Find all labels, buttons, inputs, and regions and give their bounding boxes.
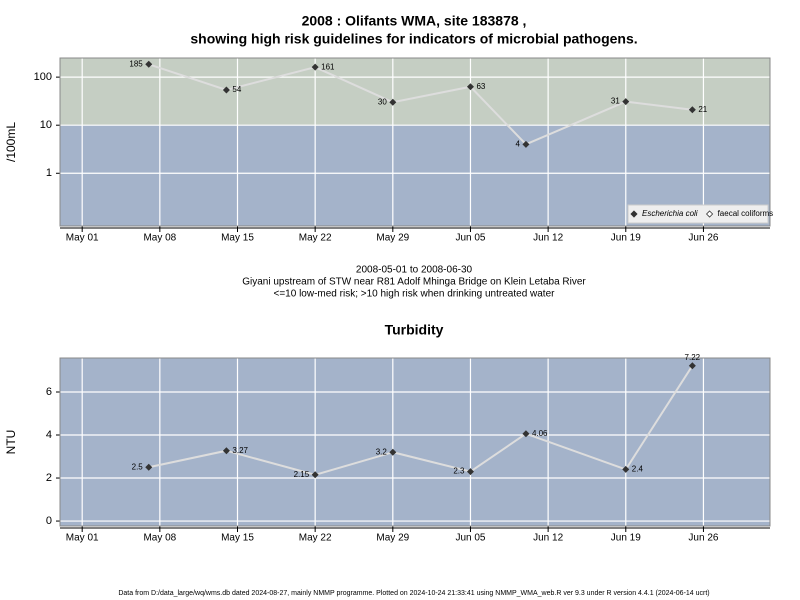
data-point	[389, 448, 397, 456]
chart-title: showing high risk guidelines for indicat…	[190, 31, 637, 47]
series-line	[148, 365, 694, 476]
legend-label: Escherichia coli	[642, 209, 698, 218]
x-tick-label: Jun 05	[455, 233, 485, 244]
plot-frame	[59, 57, 771, 227]
series-line	[148, 63, 693, 146]
legend-marker	[630, 210, 638, 218]
high-risk-band	[60, 58, 770, 126]
data-point	[688, 106, 696, 114]
y-tick-label: 1	[46, 167, 52, 179]
chart-title: Turbidity	[385, 322, 444, 338]
y-tick-label: 100	[34, 71, 52, 83]
data-label: 31	[611, 97, 620, 106]
data-label: 2.4	[632, 465, 644, 474]
x-tick-label: May 29	[376, 233, 409, 244]
data-label: 2.15	[294, 470, 310, 479]
legend-marker	[706, 210, 714, 218]
caption: <=10 low-med risk; >10 high risk when dr…	[274, 289, 556, 300]
data-point	[222, 86, 230, 94]
y-tick-label: 2	[46, 472, 52, 484]
x-tick-label: Jun 19	[611, 533, 641, 544]
data-label: 4	[515, 139, 520, 148]
x-tick-label: May 22	[299, 533, 332, 544]
data-label: 54	[232, 85, 241, 94]
data-point	[145, 60, 153, 68]
x-tick-label: May 22	[299, 233, 332, 244]
data-label: 7.22	[685, 353, 701, 362]
data-label: 2.5	[132, 462, 144, 471]
y-axis-label: /100mL	[4, 122, 18, 162]
x-tick-label: Jun 12	[533, 533, 563, 544]
data-point	[522, 140, 530, 148]
x-tick-label: Jun 19	[611, 233, 641, 244]
y-tick-label: 6	[46, 386, 52, 398]
x-tick-label: May 08	[143, 233, 176, 244]
x-tick-label: May 29	[376, 533, 409, 544]
x-tick-label: May 15	[221, 233, 254, 244]
x-tick-label: May 01	[66, 533, 99, 544]
y-axis-label: NTU	[4, 430, 18, 455]
data-label: 185	[129, 59, 143, 68]
data-label: 4.06	[532, 429, 548, 438]
data-label: 3.2	[376, 447, 388, 456]
data-point	[622, 465, 630, 473]
x-tick-label: May 08	[143, 533, 176, 544]
data-label: 63	[476, 82, 485, 91]
x-tick-label: Jun 26	[688, 533, 718, 544]
data-point	[222, 447, 230, 455]
data-point	[688, 362, 696, 370]
data-label: 30	[378, 97, 387, 106]
x-tick-label: Jun 12	[533, 233, 563, 244]
data-label: 21	[698, 105, 707, 114]
y-tick-label: 0	[46, 515, 52, 527]
data-point	[389, 98, 397, 106]
data-point	[311, 471, 319, 479]
x-tick-label: Jun 05	[455, 533, 485, 544]
data-label: 3.27	[232, 446, 248, 455]
y-tick-label: 10	[40, 119, 52, 131]
data-point	[311, 63, 319, 71]
chart-title: 2008 : Olifants WMA, site 183878 ,	[302, 13, 527, 29]
x-tick-label: Jun 26	[688, 233, 718, 244]
caption: Giyani upstream of STW near R81 Adolf Mh…	[242, 277, 586, 288]
footer: Data from D:/data_large/wq/wms.db dated …	[118, 590, 709, 597]
y-tick-label: 4	[46, 429, 52, 441]
data-point	[522, 430, 530, 438]
low-risk-band	[60, 358, 770, 526]
caption: 2008-05-01 to 2008-06-30	[356, 265, 473, 276]
x-tick-label: May 01	[66, 233, 99, 244]
plot-frame	[59, 357, 771, 527]
legend-box	[627, 204, 769, 224]
data-point	[622, 98, 630, 106]
x-tick-label: May 15	[221, 533, 254, 544]
data-label: 161	[321, 62, 335, 71]
data-point	[145, 463, 153, 471]
data-point	[466, 468, 474, 476]
data-point	[466, 83, 474, 91]
legend-label: faecal coliforms	[718, 209, 774, 218]
data-label: 2.3	[453, 467, 465, 476]
